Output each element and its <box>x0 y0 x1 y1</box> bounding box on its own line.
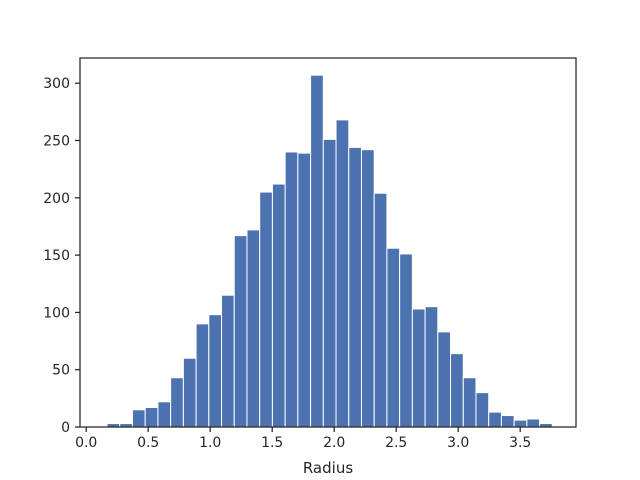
histogram-bar <box>259 191 273 428</box>
histogram-bar <box>322 138 337 428</box>
x-tick-label: 1.0 <box>199 435 221 451</box>
histogram-bar <box>284 151 299 428</box>
x-tick-label: 2.0 <box>323 435 345 451</box>
histogram-bar <box>513 419 528 428</box>
x-tick-label: 0.5 <box>137 435 159 451</box>
x-tick-label: 1.5 <box>261 435 283 451</box>
y-axis-ticks: 0 50 100 150 200 250 300 <box>43 76 80 436</box>
histogram-bar <box>475 392 490 428</box>
histogram-bar <box>437 331 452 428</box>
y-tick-label: 200 <box>43 191 70 207</box>
histogram-bar <box>373 192 388 428</box>
histogram-bar <box>182 357 197 428</box>
histogram-bar <box>310 74 324 428</box>
histogram-bar <box>500 415 515 428</box>
histogram-bar <box>386 247 401 428</box>
x-tick-label: 3.5 <box>509 435 531 451</box>
histogram-bar <box>195 323 210 428</box>
x-tick-label: 3.0 <box>447 435 469 451</box>
y-tick-label: 150 <box>43 248 70 264</box>
histogram-bar <box>297 152 312 428</box>
histogram-bar <box>335 119 350 428</box>
histogram-bar <box>348 146 362 428</box>
histogram-bar <box>424 306 439 428</box>
x-axis-label: Radius <box>303 459 353 477</box>
x-tick-label: 0.0 <box>75 435 97 451</box>
histogram-bar <box>208 314 223 428</box>
histogram-bar <box>144 407 159 428</box>
histogram-bar <box>399 253 413 428</box>
y-tick-label: 250 <box>43 134 70 150</box>
bars-group <box>106 74 553 428</box>
histogram-bar <box>170 377 184 428</box>
x-axis-ticks: 0.0 0.5 1.0 1.5 2.0 2.5 3.0 3.5 <box>75 427 531 451</box>
histogram-bar <box>450 353 464 428</box>
histogram-bar <box>131 409 146 428</box>
histogram-bar <box>488 411 502 428</box>
y-tick-label: 0 <box>61 420 70 436</box>
histogram-bar <box>526 418 541 428</box>
histogram-bar <box>462 377 477 428</box>
histogram-bar <box>233 235 248 428</box>
y-tick-label: 50 <box>52 363 70 379</box>
y-tick-label: 300 <box>43 76 70 92</box>
histogram-bar <box>246 229 261 428</box>
x-tick-label: 2.5 <box>385 435 407 451</box>
histogram-bar <box>221 294 235 428</box>
plot-frame <box>79 57 577 428</box>
histogram-bar <box>271 183 286 428</box>
histogram-bar <box>157 401 172 428</box>
y-tick-label: 100 <box>43 305 70 321</box>
histogram-bar <box>411 308 426 428</box>
histogram-bar <box>360 149 375 428</box>
